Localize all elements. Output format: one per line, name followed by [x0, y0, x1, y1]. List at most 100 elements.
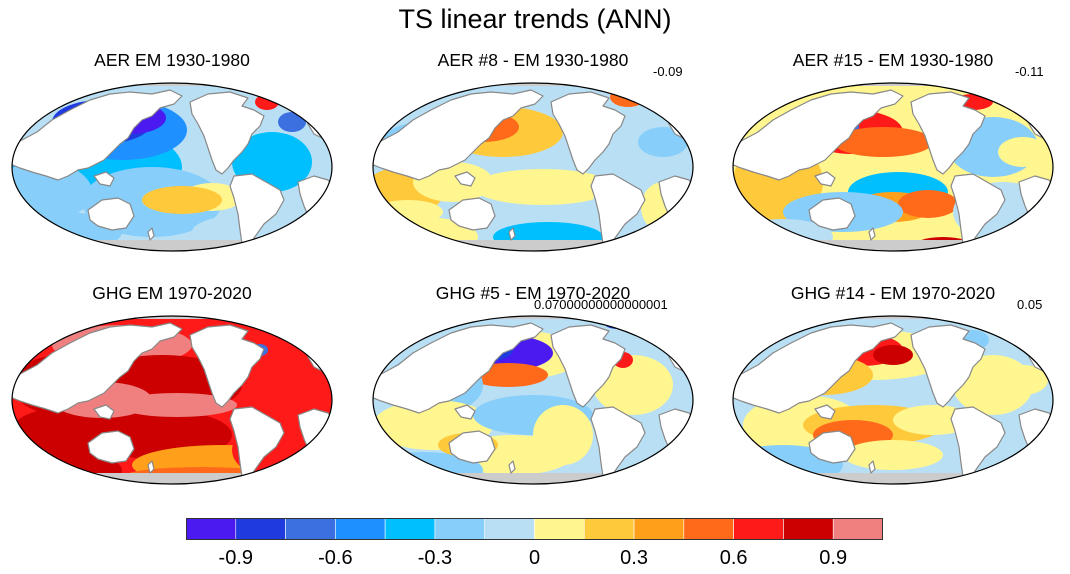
colorbar-swatch — [832, 518, 883, 541]
panel-title: GHG #14 - EM 1970-2020 — [790, 283, 996, 303]
antarctica — [12, 240, 332, 251]
land-namerica — [189, 91, 265, 175]
land-greenland — [263, 316, 299, 332]
map-frame — [732, 82, 1054, 252]
anomaly-region — [638, 127, 688, 157]
land-asia — [733, 322, 904, 414]
map-panel-ghg-14: GHG #14 - EM 1970-2020 0.05 — [723, 283, 1063, 498]
panel-title: GHG #5 - EM 1970-2020 — [435, 283, 631, 303]
land-greenland — [624, 316, 660, 332]
arctic — [12, 83, 332, 86]
colorbar-outline — [186, 518, 883, 540]
colorbar-tick-label: 0.6 — [720, 547, 748, 569]
land-seasia — [93, 171, 115, 187]
map-frame — [732, 315, 1054, 485]
antarctica — [733, 473, 1053, 484]
land-australia — [87, 197, 135, 231]
colorbar-tick-label: -0.6 — [318, 547, 352, 569]
colorbar-swatch — [285, 518, 336, 541]
land-asia — [373, 89, 544, 181]
anomaly-region — [610, 87, 646, 107]
anomaly-region — [604, 317, 632, 329]
colorbar-swatch — [434, 518, 486, 541]
land-asia — [12, 89, 183, 181]
land-namerica — [910, 324, 986, 408]
land-greenland — [624, 83, 660, 99]
land-australia — [448, 430, 496, 464]
anomaly-region — [593, 355, 673, 415]
map-panel-ghg-5: GHG #5 - EM 1970-2020 0.0700000000000000… — [363, 283, 703, 498]
land-namerica — [550, 91, 626, 175]
panel-title: GHG EM 1970-2020 — [92, 283, 252, 303]
land-namerica — [550, 324, 626, 408]
land-asia — [373, 322, 544, 414]
anomaly-region — [252, 355, 332, 415]
land-asia — [12, 322, 183, 414]
colorbar-tick-label: 0 — [529, 547, 540, 569]
antarctica — [373, 240, 693, 251]
map-frame — [372, 315, 694, 485]
land-greenland — [263, 83, 299, 99]
anomaly-region — [843, 440, 943, 470]
map-panel-aer-8: AER #8 - EM 1930-1980 -0.09 — [363, 50, 703, 265]
anomaly-region — [373, 200, 443, 224]
land-australia — [448, 197, 496, 231]
map-frame — [11, 315, 333, 485]
anomaly-region — [833, 127, 933, 157]
map-frame — [372, 82, 694, 252]
colorbar-tick-label: 0.9 — [819, 547, 847, 569]
land-seasia — [93, 404, 115, 420]
anomaly-region — [998, 137, 1048, 167]
colorbar-tick-label: 0.3 — [620, 547, 648, 569]
land-namerica — [910, 91, 986, 175]
land-nz — [868, 227, 876, 241]
colorbar-swatch — [335, 518, 386, 541]
map-svg — [11, 315, 333, 485]
arctic — [12, 316, 332, 319]
colorbar: -0.9 -0.6 -0.3 0 0.3 0.6 0.9 — [186, 518, 883, 573]
land-asia — [733, 89, 904, 181]
land-nz — [508, 460, 516, 474]
colorbar-tick-label: -0.9 — [219, 547, 253, 569]
land-nz — [147, 460, 155, 474]
land-seasia — [454, 171, 476, 187]
land-namerica — [189, 324, 265, 408]
land-seasia — [814, 171, 836, 187]
land-nz — [868, 460, 876, 474]
figure-title: TS linear trends (ANN) — [398, 4, 672, 34]
colorbar-swatch — [534, 518, 585, 541]
map-svg — [372, 82, 694, 252]
land-samerica — [590, 173, 646, 249]
map-svg — [732, 315, 1054, 485]
colorbar-swatch — [783, 518, 834, 541]
panel-title: AER EM 1930-1980 — [94, 50, 250, 70]
land-australia — [808, 430, 856, 464]
anomaly-region — [117, 393, 237, 417]
land-samerica — [950, 173, 1006, 249]
land-nz — [508, 227, 516, 241]
colorbar-swatch — [633, 518, 685, 541]
antarctica — [12, 473, 332, 484]
panel-correlation: 0.07000000000000001 — [534, 297, 668, 312]
colorbar-swatch — [733, 518, 784, 541]
anomaly-region — [473, 169, 613, 205]
colorbar-swatch — [683, 518, 734, 541]
anomaly-region — [278, 112, 306, 132]
map-svg — [11, 82, 333, 252]
land-samerica — [229, 173, 285, 249]
arctic — [733, 316, 1053, 319]
land-seasia — [814, 404, 836, 420]
anomaly-region — [873, 345, 913, 365]
panel-title: AER #15 - EM 1930-1980 — [792, 50, 994, 70]
land-greenland — [984, 83, 1020, 99]
colorbar-svg: -0.9 -0.6 -0.3 0 0.3 0.6 0.9 — [186, 518, 883, 569]
map-svg — [732, 82, 1054, 252]
anomaly-region — [898, 190, 958, 218]
land-samerica — [950, 406, 1006, 482]
colorbar-swatch — [583, 518, 635, 541]
panel-correlation: -0.09 — [653, 64, 683, 79]
land-nz — [147, 227, 155, 241]
map-svg — [372, 315, 694, 485]
land-australia — [808, 197, 856, 231]
map-panel-aer-em: AER EM 1930-1980 — [2, 50, 342, 265]
